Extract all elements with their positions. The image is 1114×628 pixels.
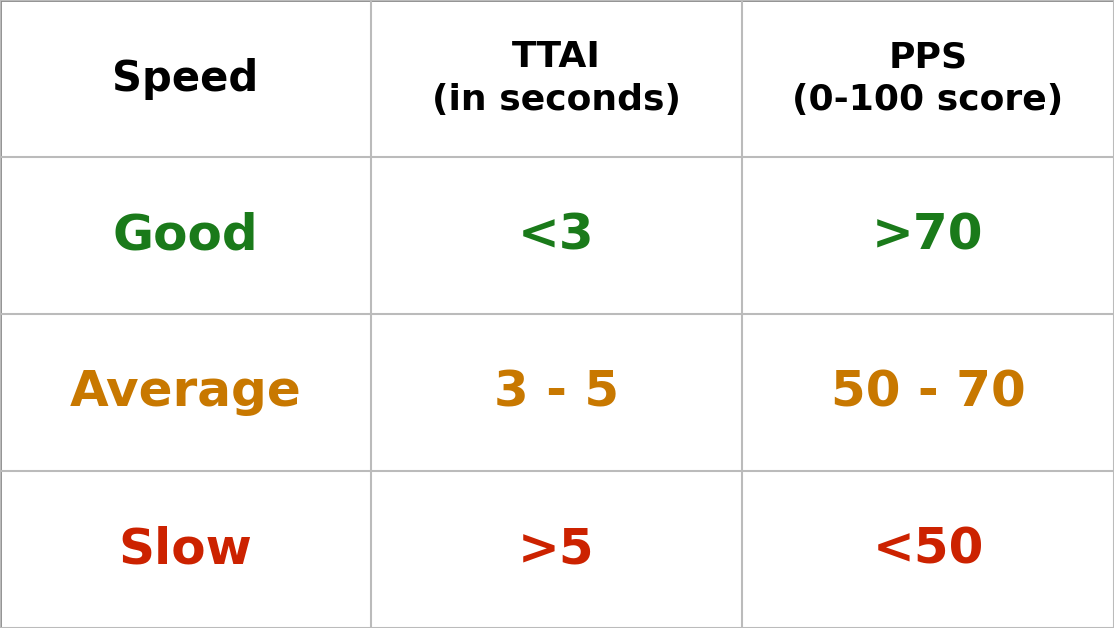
Text: >5: >5 [518,526,595,573]
Text: Speed: Speed [113,58,258,99]
Text: <3: <3 [518,212,595,259]
Text: >70: >70 [872,212,984,259]
Text: Average: Average [69,369,302,416]
Text: 50 - 70: 50 - 70 [831,369,1025,416]
Text: PPS
(0-100 score): PPS (0-100 score) [792,40,1064,117]
Text: Good: Good [113,212,258,259]
Text: Slow: Slow [118,526,253,573]
Text: <50: <50 [872,526,984,573]
Text: 3 - 5: 3 - 5 [494,369,619,416]
Text: TTAI
(in seconds): TTAI (in seconds) [432,40,681,117]
